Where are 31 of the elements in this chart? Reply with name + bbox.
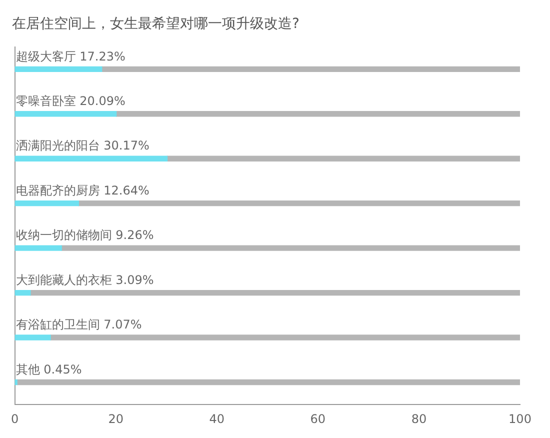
category-label: 超级大客厅 17.23%: [16, 49, 126, 64]
bar: [14, 200, 80, 206]
category-label: 电器配齐的厨房 12.64%: [16, 183, 150, 198]
category-label: 零噪音卧室 20.09%: [16, 94, 126, 108]
x-tick-label: 100: [508, 412, 532, 426]
category-label: 其他 0.45%: [16, 362, 82, 376]
bar: [61, 245, 520, 251]
bar: [14, 111, 117, 117]
category-label: 大到能藏人的衣柜 3.09%: [16, 272, 154, 287]
bar: [14, 290, 31, 296]
bar: [166, 156, 520, 162]
bar: [14, 66, 102, 72]
bar: [78, 200, 520, 206]
category-label: 洒满阳光的阳台 30.17%: [16, 138, 150, 153]
bar: [14, 156, 168, 162]
x-tick-label: 60: [310, 412, 326, 426]
bar: [14, 334, 51, 340]
category-label: 有浴缸的卫生间 7.07%: [16, 318, 142, 332]
bar: [102, 66, 520, 72]
x-tick-label: 80: [411, 412, 427, 426]
bar: [14, 245, 62, 251]
x-tick-label: 0: [10, 412, 19, 426]
bar: [50, 334, 520, 340]
bar: [14, 379, 18, 386]
category-label: 收纳一切的储物间 9.26%: [16, 228, 154, 242]
bar: [16, 379, 520, 386]
x-tick-label: 20: [108, 412, 124, 426]
x-tick-label: 40: [209, 412, 225, 426]
chart-title: 在居住空间上，女生最希望对哪一项升级改造?: [12, 16, 300, 32]
bar: [30, 290, 520, 296]
bar: [116, 111, 520, 117]
